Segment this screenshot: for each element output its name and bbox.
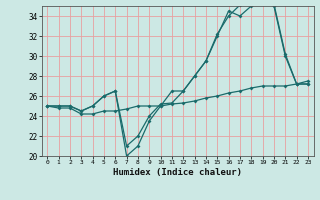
X-axis label: Humidex (Indice chaleur): Humidex (Indice chaleur) [113,168,242,177]
